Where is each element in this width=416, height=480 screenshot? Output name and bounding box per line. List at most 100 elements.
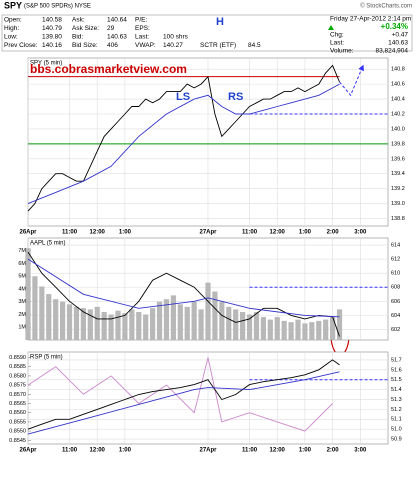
x-tick-label: 11:00 — [242, 230, 258, 236]
symbol: SPY — [4, 0, 22, 10]
price-line — [27, 359, 340, 430]
y-tick-label: 606 — [391, 299, 400, 305]
quote-value: 406 — [107, 42, 118, 49]
volume-bar — [46, 294, 52, 340]
volume-bar — [115, 310, 121, 340]
volume-bar — [226, 306, 232, 340]
x-tick-label: 27Apr — [199, 230, 217, 236]
quote-label: Last: — [135, 34, 149, 41]
y-tick-label: 138.8 — [391, 216, 405, 222]
quote-label: Open: — [4, 17, 22, 24]
y-tick-label: 7M — [18, 248, 26, 254]
quote-label: Last: — [330, 40, 344, 47]
y-tick-label: 140.4 — [391, 97, 405, 103]
y-tick-label: 2M — [18, 312, 26, 318]
volume-bar — [73, 306, 80, 340]
volume-bar — [150, 308, 156, 340]
x-tick-label: 3:00 — [354, 230, 367, 236]
y-tick-label: 51.3 — [391, 397, 402, 403]
y-tick-label: 50.9 — [391, 437, 402, 443]
x-tick-label: 1:00 — [119, 448, 132, 454]
quote-label: EPS: — [135, 25, 150, 32]
quote-label: Ask: — [72, 17, 85, 24]
quote-label: Bid Size: — [72, 42, 98, 49]
y-tick-label: 0.8590 — [9, 355, 26, 361]
volume-bar — [184, 306, 190, 340]
quote-label: P/E: — [135, 17, 147, 24]
volume-bar — [108, 314, 114, 340]
volume-bar — [94, 306, 100, 340]
panel-title: SPY (5 min) — [30, 61, 62, 67]
price-line — [27, 83, 340, 205]
annotation: H — [216, 16, 224, 28]
volume-bar — [53, 299, 59, 340]
y-tick-label: 140.6 — [391, 82, 405, 88]
x-tick-label: 12:00 — [90, 230, 106, 236]
volume-bar — [295, 319, 301, 340]
volume-bar — [32, 276, 38, 340]
x-tick-label: 2:00 — [327, 448, 340, 454]
y-tick-label: 612 — [391, 257, 400, 263]
y-tick-label: 51.4 — [391, 387, 402, 393]
volume-bar — [246, 314, 253, 340]
volume-bar — [66, 304, 73, 340]
y-tick-label: 5M — [18, 274, 26, 280]
x-tick-label: 26Apr — [19, 448, 37, 454]
quote-value: 140.58 — [42, 17, 62, 24]
y-tick-label: 608 — [391, 285, 400, 291]
x-tick-label: 26Apr — [19, 230, 37, 236]
volume-bar — [101, 311, 107, 340]
y-tick-label: 51.0 — [391, 427, 402, 433]
y-tick-label: 0.8585 — [9, 364, 26, 370]
volume-bar — [170, 295, 176, 340]
quote-value: 29 — [107, 25, 115, 32]
volume-bar — [87, 309, 93, 340]
price-line — [339, 64, 364, 97]
quote-value: 83,824,904 — [375, 48, 408, 55]
annotation: RS — [228, 91, 243, 103]
y-tick-label: 51.7 — [391, 357, 402, 363]
symbol-name: (S&P 500 SPDRs) NYSE — [24, 4, 91, 10]
y-tick-label: 0.8565 — [9, 401, 26, 407]
x-tick-label: 11:00 — [62, 230, 78, 236]
volume-bar — [122, 313, 128, 340]
volume-bar — [309, 322, 315, 340]
x-tick-label: 12:00 — [90, 448, 106, 454]
annotation: bbs.cobrasmarketview.com — [30, 62, 187, 76]
volume-bar — [260, 317, 266, 340]
volume-bar — [323, 319, 329, 340]
y-tick-label: 0.8550 — [9, 429, 26, 435]
volume-bar — [25, 248, 31, 340]
panel-title: RSP (5 min) — [30, 355, 63, 361]
quote-label: High: — [4, 25, 19, 32]
y-tick-label: 140.8 — [391, 67, 405, 73]
quote-value: 140.63 — [107, 34, 127, 41]
y-tick-label: 1M — [18, 325, 26, 331]
y-tick-label: 4M — [18, 286, 26, 292]
y-tick-label: 139.6 — [391, 156, 405, 162]
x-tick-label: 1:00 — [119, 230, 132, 236]
quote-box — [1, 14, 413, 52]
y-tick-label: 602 — [391, 327, 400, 333]
quote-value: 140.64 — [107, 17, 127, 24]
price-line — [27, 371, 340, 435]
volume-bar — [336, 309, 343, 340]
y-tick-label: 51.2 — [391, 407, 402, 413]
volume-bar — [233, 309, 239, 340]
volume-bar — [60, 301, 66, 340]
y-tick-label: 140.2 — [391, 111, 405, 117]
volume-bar — [212, 291, 218, 340]
volume-bar — [219, 301, 225, 340]
quote-label: Chg: — [330, 32, 344, 39]
x-tick-label: 12:00 — [270, 230, 286, 236]
volume-bar — [302, 323, 308, 340]
volume-bar — [191, 301, 197, 340]
x-tick-label: 1:00 — [299, 448, 312, 454]
x-tick-label: 2:00 — [327, 230, 340, 236]
y-tick-label: 610 — [391, 271, 400, 277]
volume-bar — [163, 299, 170, 340]
y-tick-label: 0.8570 — [9, 392, 26, 398]
volume-bar — [39, 286, 45, 340]
y-tick-label: 51.1 — [391, 417, 402, 423]
